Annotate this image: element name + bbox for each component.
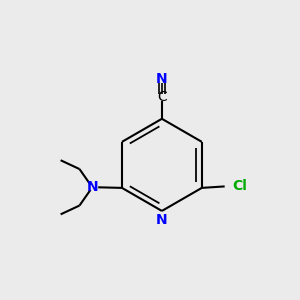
Text: N: N	[86, 180, 98, 194]
Text: N: N	[156, 72, 168, 86]
Text: Cl: Cl	[232, 179, 247, 194]
Text: C: C	[157, 90, 167, 104]
Text: N: N	[156, 213, 168, 227]
